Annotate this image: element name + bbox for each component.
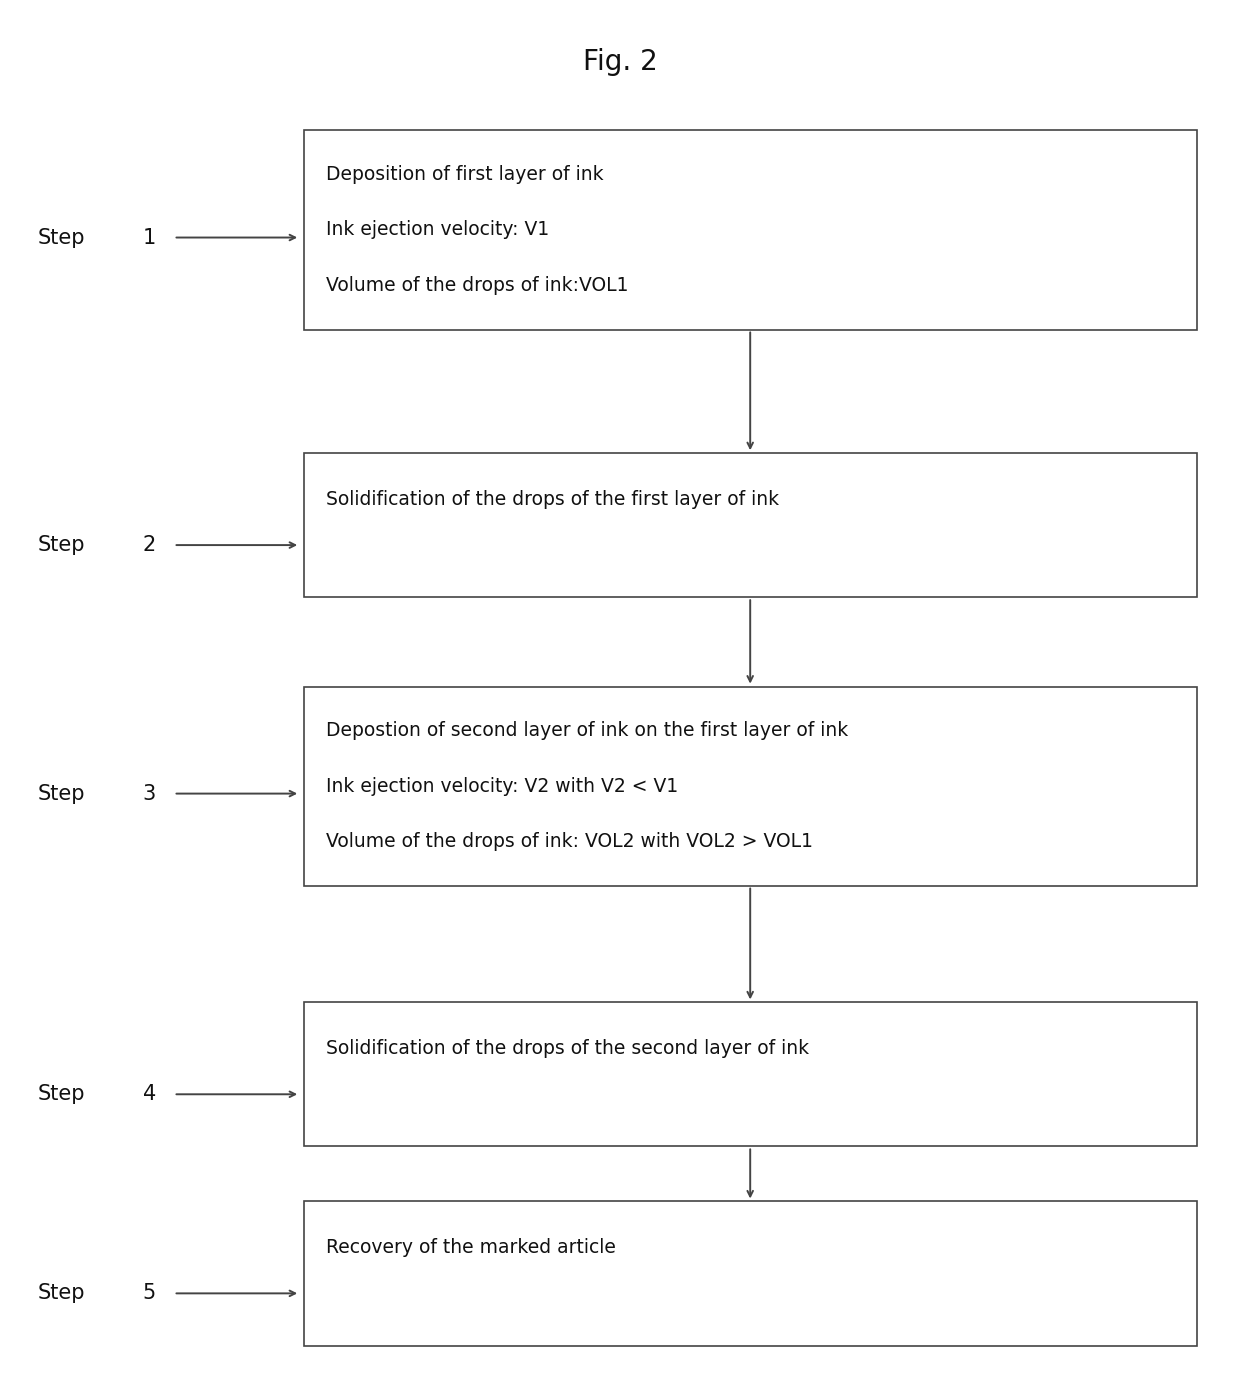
Bar [304,1201,1197,1346]
Bar [304,130,1197,330]
Text: Step: Step [37,1085,84,1104]
Text: 4: 4 [143,1085,156,1104]
Text: Ink ejection velocity: V1: Ink ejection velocity: V1 [326,221,549,239]
Text: Deposition of first layer of ink: Deposition of first layer of ink [326,165,604,184]
Text: Step: Step [37,1284,84,1303]
Bar [304,686,1197,886]
Text: Fig. 2: Fig. 2 [583,48,657,76]
Text: Solidification of the drops of the first layer of ink: Solidification of the drops of the first… [326,490,779,509]
Text: Solidification of the drops of the second layer of ink: Solidification of the drops of the secon… [326,1039,810,1059]
Text: Volume of the drops of ink:VOL1: Volume of the drops of ink:VOL1 [326,276,629,295]
Text: Volume of the drops of ink: VOL2 with VOL2 > VOL1: Volume of the drops of ink: VOL2 with VO… [326,832,813,851]
Text: Step: Step [37,784,84,803]
Text: Ink ejection velocity: V2 with V2 < V1: Ink ejection velocity: V2 with V2 < V1 [326,777,678,795]
Text: Recovery of the marked article: Recovery of the marked article [326,1238,616,1258]
Text: Depostion of second layer of ink on the first layer of ink: Depostion of second layer of ink on the … [326,721,848,740]
Text: Step: Step [37,228,84,247]
Text: 2: 2 [143,535,156,555]
Bar [304,1002,1197,1146]
Text: 1: 1 [143,228,156,247]
Text: 3: 3 [143,784,156,803]
Text: 5: 5 [143,1284,156,1303]
Bar [304,453,1197,597]
Text: Step: Step [37,535,84,555]
